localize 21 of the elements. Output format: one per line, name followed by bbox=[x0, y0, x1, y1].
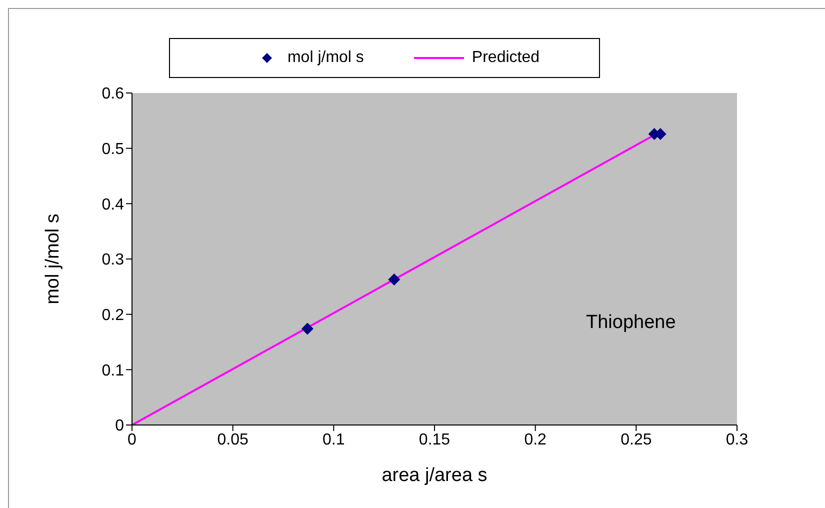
x-tick-label: 0.2 bbox=[524, 431, 547, 448]
x-tick-label: 0 bbox=[128, 431, 137, 448]
x-tick-label: 0.1 bbox=[322, 431, 345, 448]
legend-label: mol j/mol s bbox=[287, 49, 364, 67]
x-axis-title: area j/area s bbox=[382, 465, 488, 486]
y-tick-label: 0.3 bbox=[102, 252, 124, 269]
y-tick-label: 0.6 bbox=[102, 86, 124, 103]
point bbox=[388, 273, 400, 286]
y-axis-title: mol j/mol s bbox=[42, 214, 64, 304]
point bbox=[301, 322, 314, 335]
legend-label: Predicted bbox=[472, 49, 540, 67]
y-tick-label: 0.5 bbox=[102, 141, 124, 158]
y-tick-label: 0.4 bbox=[102, 196, 124, 214]
x-tick-label: 0.15 bbox=[418, 431, 450, 448]
x-tick-label: 0.05 bbox=[217, 431, 249, 448]
y-tick-label: 0.1 bbox=[102, 362, 124, 380]
annotation: Thiophene bbox=[586, 312, 676, 334]
x-tick-label: 0.25 bbox=[620, 431, 652, 448]
y-tick-label: 0.2 bbox=[102, 307, 124, 324]
x-tick-label: 0.3 bbox=[726, 431, 748, 448]
y-tick-label: 0 bbox=[115, 418, 124, 435]
